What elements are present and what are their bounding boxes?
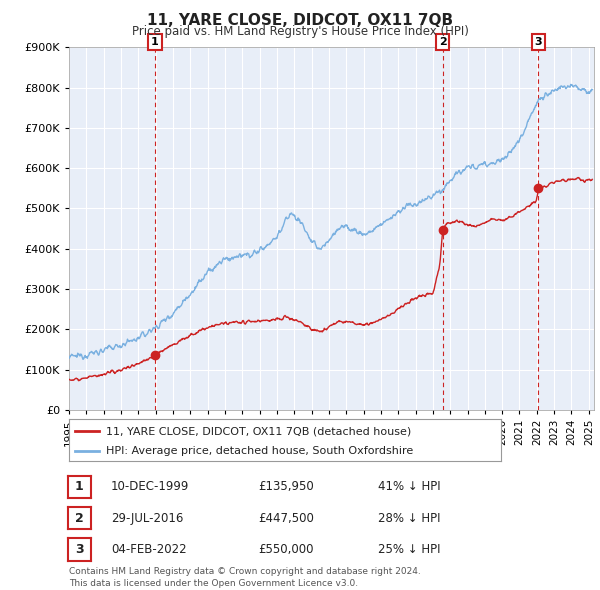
Text: 25% ↓ HPI: 25% ↓ HPI: [378, 543, 440, 556]
Text: Contains HM Land Registry data © Crown copyright and database right 2024.
This d: Contains HM Land Registry data © Crown c…: [69, 567, 421, 588]
Text: HPI: Average price, detached house, South Oxfordshire: HPI: Average price, detached house, Sout…: [106, 446, 413, 456]
Text: 11, YARE CLOSE, DIDCOT, OX11 7QB: 11, YARE CLOSE, DIDCOT, OX11 7QB: [147, 13, 453, 28]
Text: 3: 3: [535, 37, 542, 47]
Text: £135,950: £135,950: [258, 480, 314, 493]
Text: 1: 1: [75, 480, 83, 493]
Text: £550,000: £550,000: [258, 543, 314, 556]
Text: £447,500: £447,500: [258, 512, 314, 525]
Text: 28% ↓ HPI: 28% ↓ HPI: [378, 512, 440, 525]
Text: 2: 2: [75, 512, 83, 525]
Text: 2: 2: [439, 37, 446, 47]
Text: Price paid vs. HM Land Registry's House Price Index (HPI): Price paid vs. HM Land Registry's House …: [131, 25, 469, 38]
Text: 41% ↓ HPI: 41% ↓ HPI: [378, 480, 440, 493]
Text: 11, YARE CLOSE, DIDCOT, OX11 7QB (detached house): 11, YARE CLOSE, DIDCOT, OX11 7QB (detach…: [106, 427, 411, 437]
Text: 04-FEB-2022: 04-FEB-2022: [111, 543, 187, 556]
Text: 29-JUL-2016: 29-JUL-2016: [111, 512, 184, 525]
Text: 3: 3: [75, 543, 83, 556]
Text: 10-DEC-1999: 10-DEC-1999: [111, 480, 190, 493]
Text: 1: 1: [151, 37, 159, 47]
